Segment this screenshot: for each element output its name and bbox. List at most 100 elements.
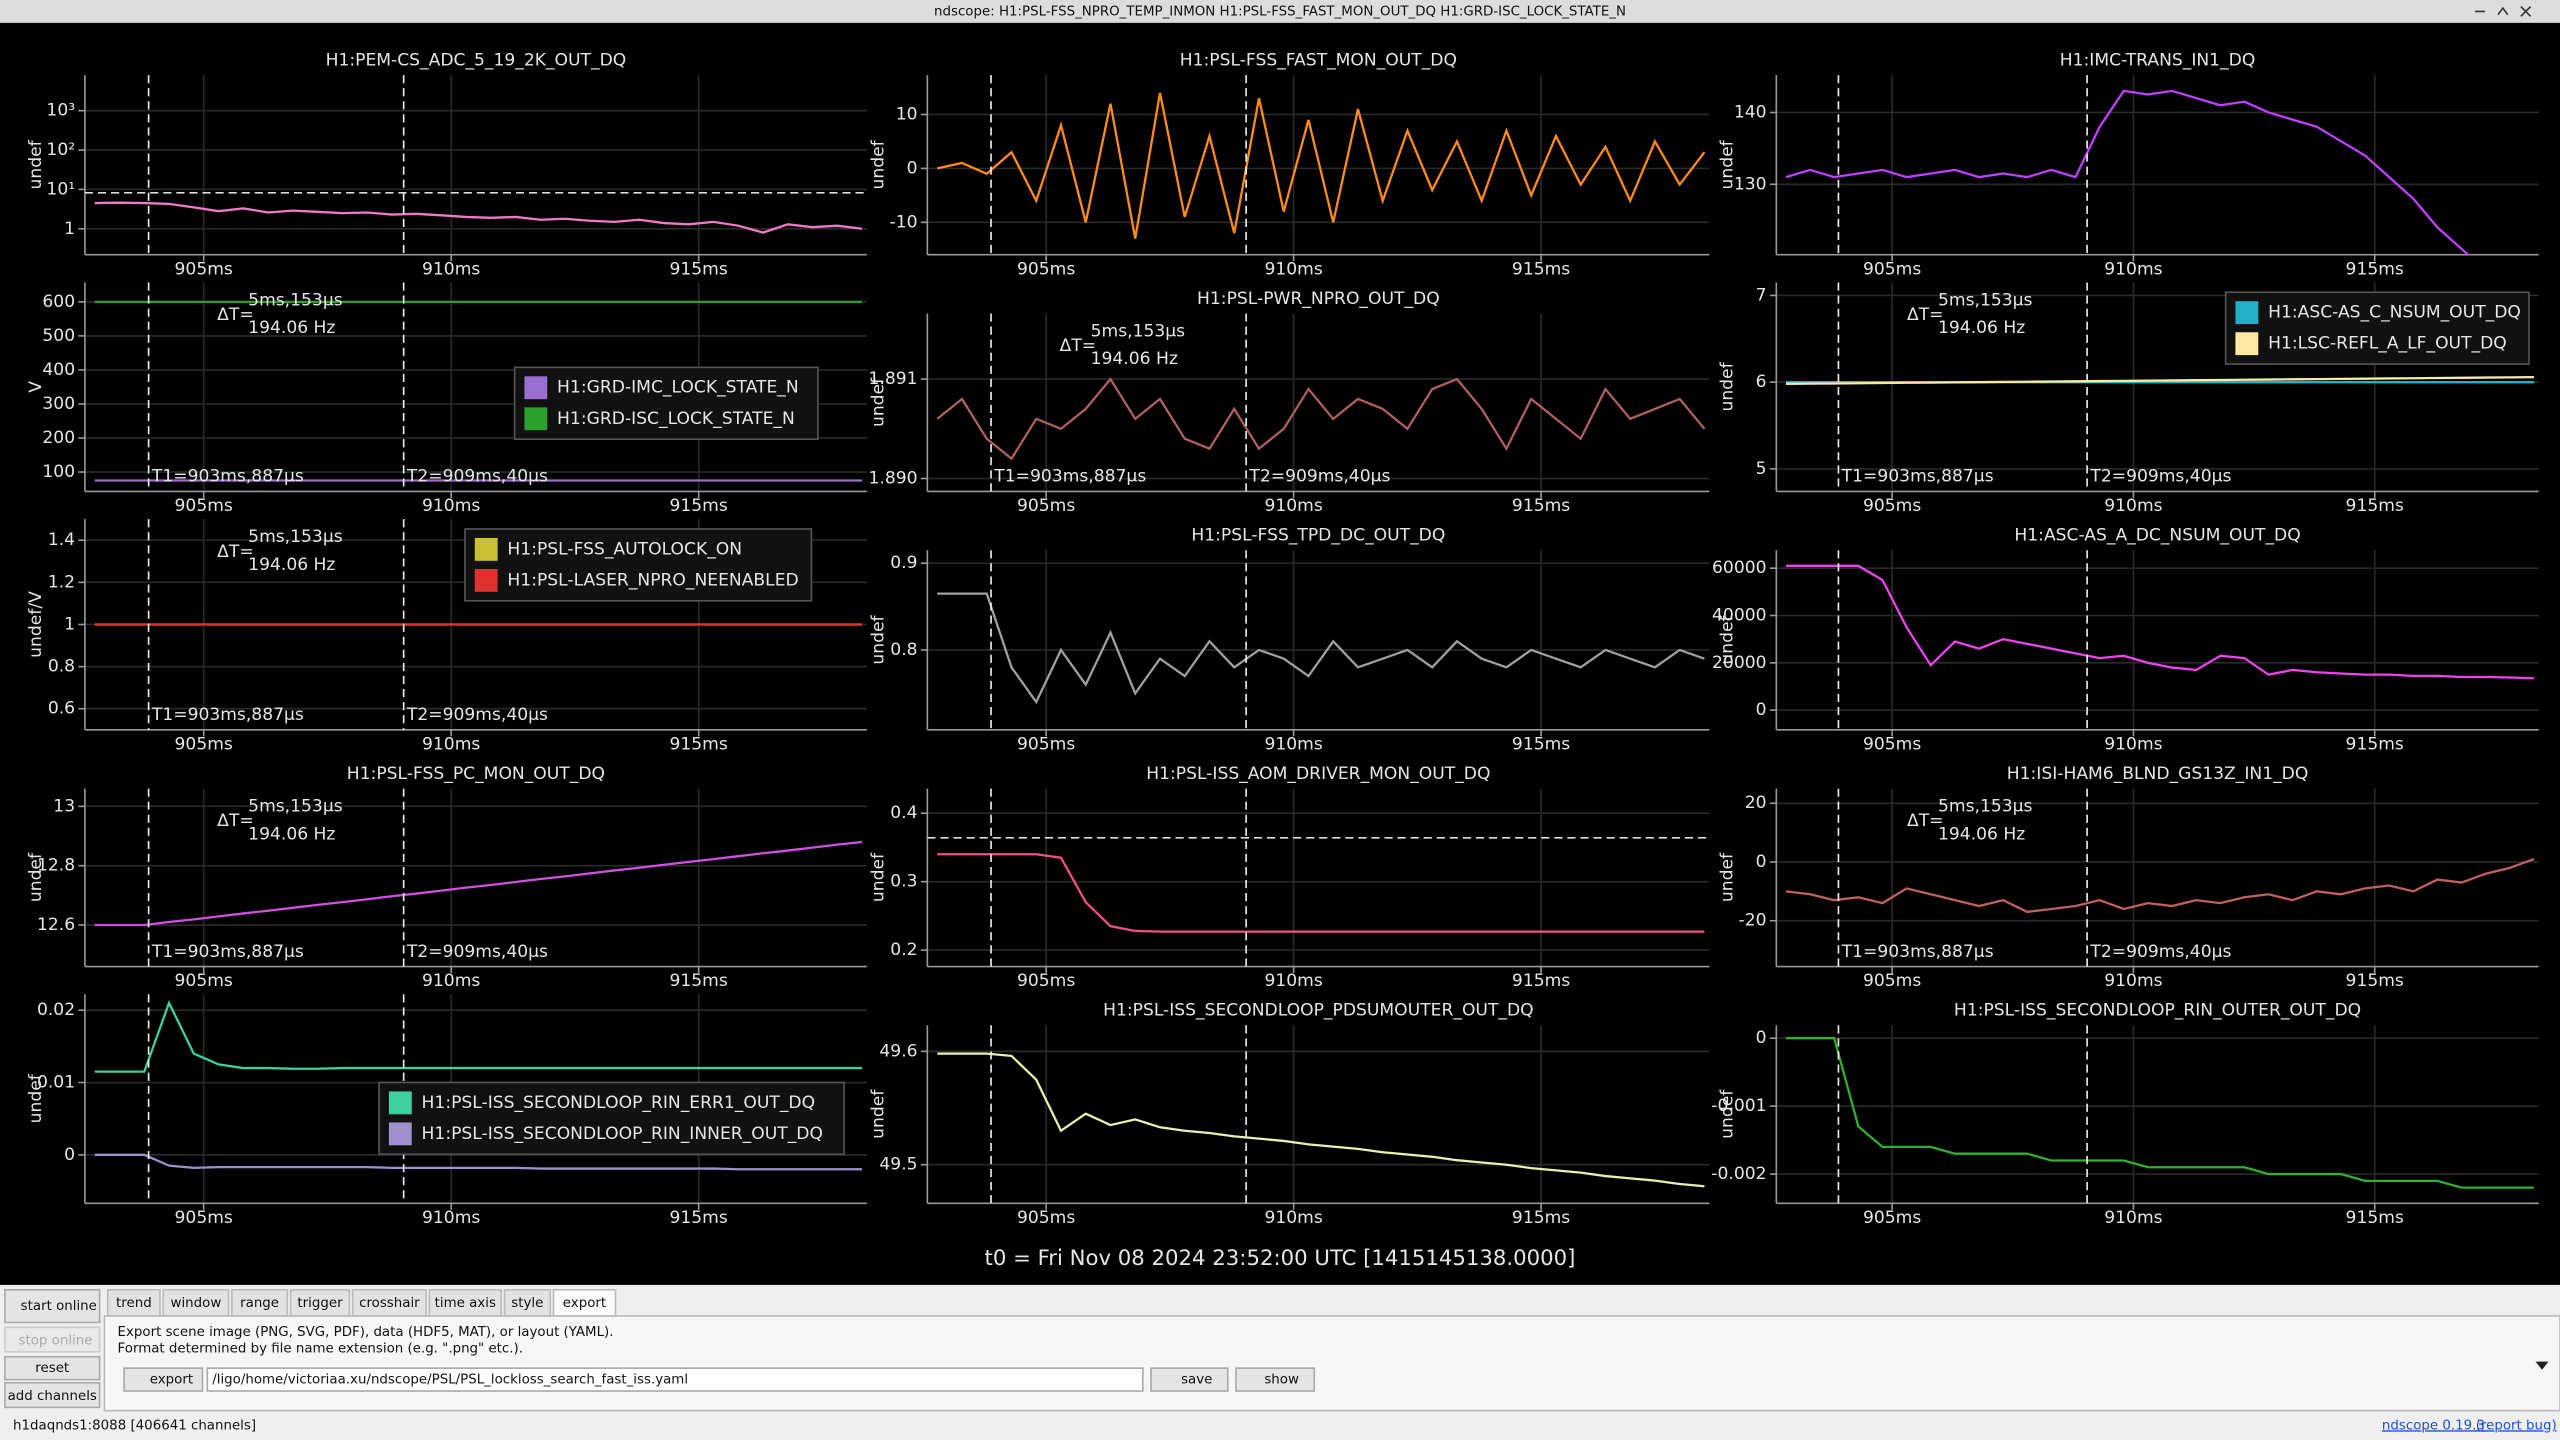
trace	[94, 1000, 862, 1073]
x-tick-label: 915ms	[2346, 259, 2404, 279]
expand-arrow[interactable]	[2535, 1361, 2549, 1370]
y-axis-label: undef	[26, 1073, 46, 1123]
y-tick-label: 0.02	[37, 1000, 75, 1020]
show-button[interactable]	[1235, 1367, 1316, 1392]
cursor-label: T1=903ms,887μs	[151, 467, 304, 487]
delta-frequency: 194.06 Hz	[1938, 824, 2025, 844]
trace	[936, 377, 1706, 461]
y-tick-label: 1	[64, 219, 75, 239]
y-tick-label: 49.5	[879, 1155, 917, 1175]
path-input[interactable]	[206, 1367, 1144, 1392]
x-tick-label: 905ms	[1863, 259, 1921, 279]
export-button[interactable]	[123, 1367, 204, 1392]
delta-frequency: 194.06 Hz	[1938, 318, 2025, 338]
y-tick-label: 5	[1756, 459, 1767, 479]
show-label[interactable]: show	[1264, 1373, 1299, 1388]
start-label[interactable]: start online	[21, 1299, 97, 1314]
y-tick-label: 60000	[1712, 558, 1766, 578]
tab[interactable]	[231, 1288, 289, 1317]
cursor-label: T2=909ms,40μs	[1248, 467, 1390, 487]
plot-data	[1785, 564, 2534, 680]
path-text[interactable]: /ligo/home/victoriaa.xu/ndscope/PSL/PSL_…	[212, 1373, 688, 1388]
tab[interactable]	[552, 1288, 617, 1317]
y-tick-label: 0	[907, 158, 918, 178]
stop-button[interactable]	[4, 1326, 101, 1353]
plot: undef 5 6 7 905ms 910ms 915ms T1=903ms,887μs T2=…	[1717, 282, 2539, 516]
y-tick-label: 0	[1756, 852, 1767, 872]
tab-label[interactable]: style	[511, 1296, 543, 1311]
delta-value: 5ms,153μs	[248, 290, 343, 310]
y-tick-label: 10	[896, 104, 918, 124]
tab-label[interactable]: range	[240, 1296, 279, 1311]
export-button-label[interactable]: export	[150, 1373, 193, 1388]
legend: H1:ASC-AS_C_NSUM_OUT_DQ H1:LSC-REFL_A_LF_…	[2224, 291, 2530, 365]
delta-frequency: 194.06 Hz	[1091, 349, 1178, 369]
legend: H1:PSL-FSS_AUTOLOCK_ON H1:PSL-LASER_NPRO_…	[464, 528, 813, 602]
reset-label[interactable]: reset	[35, 1361, 69, 1376]
reset-button[interactable]	[4, 1355, 101, 1381]
add-button[interactable]	[4, 1382, 101, 1409]
add-label[interactable]: add channels	[8, 1389, 97, 1404]
x-tick-label: 905ms	[1017, 496, 1075, 516]
x-tick-label: 910ms	[2104, 496, 2162, 516]
x-tick-label: 910ms	[2104, 259, 2162, 279]
y-tick-label: 0.9	[890, 553, 917, 573]
x-tick-label: 915ms	[1512, 496, 1570, 516]
trace	[1785, 1037, 2534, 1189]
plot-data	[94, 840, 863, 927]
legend-swatch	[2235, 332, 2259, 356]
y-tick-label: 10³	[46, 101, 75, 121]
legend-swatch	[2235, 301, 2259, 325]
cursor-label: T2=909ms,40μs	[406, 705, 548, 725]
plot-data	[1785, 89, 2470, 255]
y-tick-label: -0.001	[1711, 1096, 1766, 1116]
x-tick-label: 915ms	[2346, 1208, 2404, 1228]
y-tick-label: 400	[42, 360, 75, 380]
legend-swatch	[524, 376, 548, 400]
close[interactable]	[2520, 5, 2532, 17]
cursor-label: T1=903ms,887μs	[1841, 467, 1994, 487]
y-tick-label: 0	[1756, 700, 1767, 720]
start-button[interactable]	[4, 1288, 101, 1324]
y-tick-label: 100	[42, 462, 75, 482]
control-panel: start online stop online reset add chann…	[0, 1284, 2560, 1440]
tab[interactable]	[289, 1288, 351, 1317]
x-tick-label: 910ms	[1264, 734, 1322, 754]
report-link[interactable]: (report bug)	[2476, 1418, 2557, 1433]
y-tick-label: 0.6	[48, 699, 75, 719]
tab[interactable]	[162, 1288, 230, 1317]
version-link[interactable]: ndscope 0.19.3	[2382, 1418, 2485, 1433]
tab[interactable]	[428, 1288, 503, 1317]
tab[interactable]	[106, 1288, 161, 1317]
tab-label[interactable]: crosshair	[359, 1296, 420, 1311]
y-axis-label: undef	[1717, 1089, 1737, 1139]
y-tick-label: 40000	[1712, 606, 1766, 626]
x-tick-label: 905ms	[1017, 971, 1075, 991]
stop-label[interactable]: stop online	[19, 1333, 93, 1348]
trace	[937, 853, 1705, 933]
tab-label[interactable]: export	[563, 1296, 606, 1311]
tab-label[interactable]: trend	[116, 1296, 152, 1311]
cursor-label: T2=909ms,40μs	[406, 942, 548, 962]
delta-frequency: 194.06 Hz	[248, 555, 335, 575]
maximize[interactable]	[2497, 6, 2509, 16]
tab[interactable]	[351, 1288, 427, 1317]
y-tick-label: 140	[1734, 102, 1767, 122]
tab-label[interactable]: window	[171, 1296, 222, 1311]
y-tick-label: 0.8	[890, 640, 917, 660]
x-tick-label: 910ms	[1264, 496, 1322, 516]
tab-label[interactable]: trigger	[297, 1296, 343, 1311]
window-controls[interactable]	[2475, 5, 2532, 17]
save-label[interactable]: save	[1181, 1373, 1212, 1388]
save-button[interactable]	[1150, 1367, 1229, 1392]
tab-label[interactable]: time axis	[435, 1296, 496, 1311]
x-tick-label: 905ms	[175, 496, 233, 516]
tab[interactable]	[503, 1288, 552, 1317]
x-tick-label: 905ms	[1863, 734, 1921, 754]
legend-swatch	[388, 1091, 412, 1115]
